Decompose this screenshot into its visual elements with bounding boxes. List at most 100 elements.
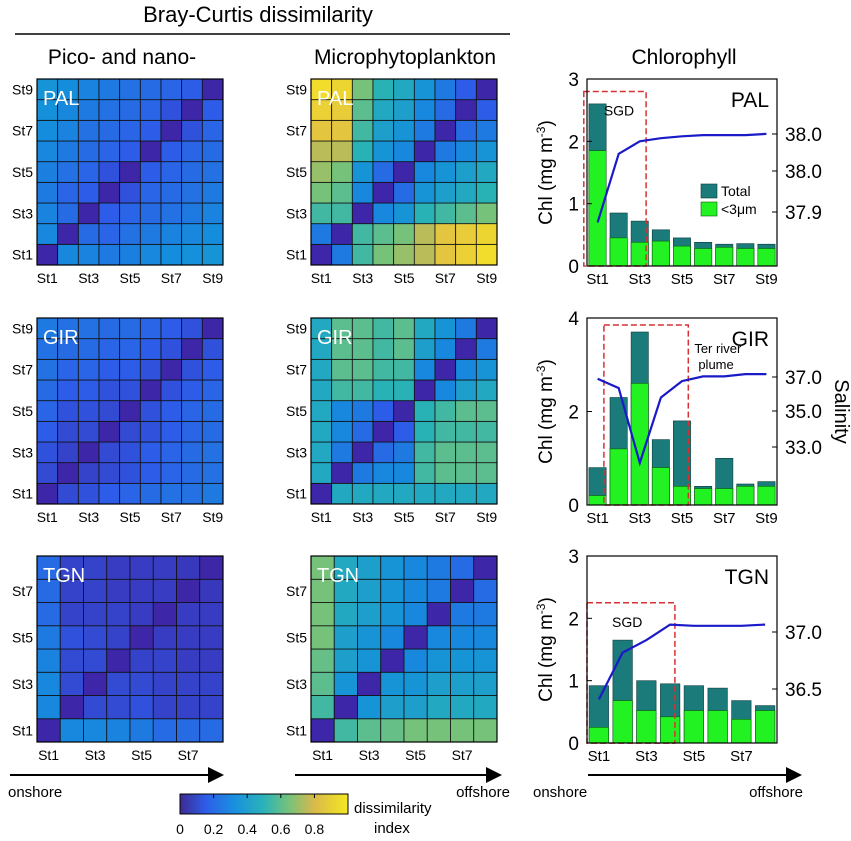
heatmap-cell — [473, 625, 498, 650]
heatmap-cell — [450, 718, 475, 743]
heatmap-cell — [310, 223, 333, 245]
heatmap-cell — [333, 671, 358, 696]
x-tick-label: St7 — [161, 509, 182, 525]
x-tick-label: St3 — [352, 509, 373, 525]
heatmap-cell — [77, 119, 100, 142]
heatmap-cell — [201, 441, 224, 464]
onshore-label-right: onshore — [533, 784, 587, 801]
heatmap-cell — [36, 718, 61, 743]
heatmap-cell — [331, 181, 353, 204]
y-tick-label: 1 — [568, 195, 579, 216]
heatmap-cell — [119, 482, 141, 505]
highlight-box — [583, 90, 647, 267]
heatmap-cell — [372, 223, 395, 245]
heatmap-cell — [331, 243, 353, 266]
colorbar-ticks: 0 0.2 0.4 0.6 0.8 — [176, 794, 324, 837]
heatmap-cell — [393, 99, 415, 121]
heatmap-cell — [119, 99, 141, 121]
x-tick-label: St9 — [202, 509, 223, 525]
heatmap-cell — [473, 648, 498, 673]
heatmap-cell — [119, 161, 141, 183]
heatmap-cell — [152, 648, 177, 673]
heatmap-cell — [83, 695, 108, 720]
heatmap-cell — [475, 358, 498, 381]
heatmap-cell — [455, 482, 477, 505]
heatmap-cell — [152, 718, 177, 743]
heatmap-cell — [413, 400, 436, 422]
bar-small-fraction — [683, 710, 704, 744]
heatmap-cell — [333, 718, 358, 743]
heatmap-cell — [77, 140, 100, 163]
bar-small-fraction — [731, 718, 752, 744]
bar-small-fraction — [651, 467, 670, 506]
right-tick-label: 33.0 — [785, 438, 822, 459]
heatmap-cell — [310, 718, 335, 743]
heatmap-cell — [403, 718, 428, 743]
right-tick-label: 35.0 — [785, 402, 822, 423]
heatmap-cell — [59, 718, 84, 743]
heatmap-cell — [181, 243, 203, 266]
heatmap-cell — [351, 202, 374, 225]
heatmap-cell — [331, 358, 353, 381]
heatmap-cell — [475, 119, 498, 142]
heatmap-cell — [455, 78, 477, 101]
bar-chart-tgn: SGD 0 1 2 3 37.0 36.5 St1 St3 St5 St7 TGN Chl (mg m-… — [534, 547, 822, 765]
heatmap-cell — [160, 99, 183, 121]
y-tick-label: St1 — [286, 722, 307, 738]
heatmap-cell — [310, 161, 333, 183]
heatmap-cell — [351, 338, 374, 360]
colorbar-tick-label: 0.8 — [305, 821, 325, 837]
heatmap-cell — [160, 379, 183, 402]
x-tick-label: St1 — [586, 510, 609, 527]
heatmap-cell — [393, 400, 415, 422]
y-tick-label: 4 — [568, 309, 579, 330]
bar-small-fraction — [736, 248, 755, 267]
heatmap-cell — [331, 202, 353, 225]
salinity-line — [597, 623, 766, 700]
heatmap-cell — [98, 482, 121, 505]
heatmap-cell — [139, 202, 162, 225]
heatmap-cell — [475, 338, 498, 360]
heatmap-cell — [357, 671, 382, 696]
heatmap-cell — [119, 119, 141, 142]
y-tick-label: St7 — [12, 123, 33, 139]
y-tick-label: St1 — [12, 247, 33, 263]
main-title: Bray-Curtis dissimilarity — [143, 2, 373, 27]
colorbar — [179, 793, 349, 815]
heatmap-cell — [310, 482, 333, 505]
heatmap-cell — [181, 99, 203, 121]
heatmap-cell — [119, 400, 141, 422]
heatmap-cell — [129, 578, 154, 603]
heatmap-cell — [139, 420, 162, 443]
heatmap-cell — [77, 78, 100, 101]
heatmap-cell — [380, 555, 405, 580]
heatmap-cell — [475, 140, 498, 163]
heatmap-cell — [98, 441, 121, 464]
heatmap-cell — [176, 648, 201, 673]
heatmap-cell — [357, 718, 382, 743]
heatmap-cell — [201, 99, 224, 121]
x-tick-label: St7 — [713, 510, 736, 527]
heatmap-cell — [199, 555, 224, 580]
heatmap-cell — [201, 400, 224, 422]
heatmap-cell — [372, 441, 395, 464]
heatmap-cell — [333, 625, 358, 650]
heatmap-cell — [310, 420, 333, 443]
heatmap-cell — [119, 420, 141, 443]
heatmap-cell — [372, 482, 395, 505]
heatmap-cell — [139, 441, 162, 464]
heatmap-cell — [160, 462, 183, 484]
y-axis-label: Chl (mg m-3) — [534, 597, 557, 702]
heatmap-cell — [119, 441, 141, 464]
heatmap-cell — [455, 400, 477, 422]
heatmap-cell — [434, 358, 457, 381]
y-tick-label: St7 — [286, 362, 307, 378]
heatmap-cell — [331, 161, 353, 183]
bar-small-fraction — [609, 237, 628, 267]
y-tick-label: St1 — [286, 486, 307, 502]
heatmap-cell — [393, 140, 415, 163]
heatmap-cell — [36, 648, 61, 673]
heatmap-cell — [36, 400, 59, 422]
heatmap-gir-pico: GIR St1 St3 St5 St7 St9 St1 St3 St5 St7 St9 — [12, 317, 224, 525]
y-axis-label-close: ) — [536, 359, 557, 365]
